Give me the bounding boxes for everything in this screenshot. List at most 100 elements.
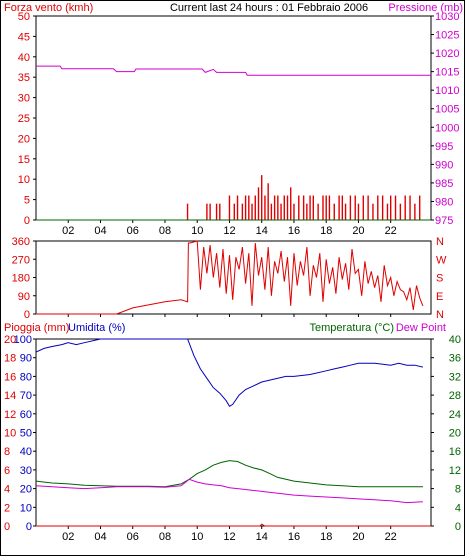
series-umidita- [35,338,424,407]
wind-xtick-label: 04 [94,225,106,237]
pressure-ytick-label: 975 [435,215,453,227]
humidity-ytick-label: 80 [20,371,32,383]
pressure-ytick-label: 995 [435,141,453,153]
wind-ytick-label: 15 [18,154,30,166]
wind-direction-frame [35,240,432,315]
series-dew-point [35,478,423,504]
pressure-ytick-label: 1005 [435,104,459,116]
direction-compass-label: S [436,273,443,285]
temperature-ytick-label: 24 [449,409,461,421]
temperature-ytick-label: 36 [449,353,461,365]
wind-xtick-label: 02 [62,225,74,237]
series-pioggia-mm- [36,523,431,527]
direction-ytick-label: 180 [12,273,30,285]
direction-ytick-label: 360 [12,236,30,248]
humidity-ytick-label: 0 [26,521,32,533]
rain-xtick-label: 12 [223,531,235,543]
wind-xtick-label: 22 [385,225,397,237]
wind-ytick-label: 20 [18,133,30,145]
direction-compass-label: W [436,254,447,266]
pressure-ytick-label: 1015 [435,67,459,79]
direction-ytick-label: 0 [24,309,30,321]
rain-xtick-label: 10 [191,531,203,543]
direction-compass-label: N [436,309,444,321]
rain-ytick-label: 18 [4,353,16,365]
series-pressione-mb- [36,65,431,76]
humidity-ytick-label: 40 [20,446,32,458]
pressure-ytick-label: 1010 [435,85,459,97]
humidity-ytick-label: 60 [20,409,32,421]
humidity-ytick-label: 10 [20,502,32,514]
temperature-ytick-label: 8 [455,484,461,496]
dewpoint-title: Dew Point [396,322,446,334]
wind-xtick-label: 16 [288,225,300,237]
humidity-ytick-label: 30 [20,465,32,477]
series-temperatura-c- [35,460,423,488]
rain-xtick-label: 18 [320,531,332,543]
rain-xtick-label: 06 [127,531,139,543]
wind-ytick-label: 45 [18,31,30,43]
humidity-ytick-label: 20 [20,484,32,496]
wind-ytick-label: 50 [18,11,30,23]
rain-xtick-label: 04 [94,531,106,543]
wind-xtick-label: 12 [223,225,235,237]
humidity-ytick-label: 100 [14,334,32,346]
direction-ytick-label: 90 [18,291,30,303]
direction-compass-label: E [436,291,443,303]
rain-humidity-temp-frame [35,338,432,527]
wind-bars [186,175,421,220]
rain-ytick-label: 16 [4,371,16,383]
humidity-ytick-label: 90 [20,353,32,365]
rain-xtick-label: 14 [256,531,268,543]
temperature-ytick-label: 12 [449,465,461,477]
direction-compass-label: N [436,236,444,248]
wind-ytick-label: 0 [24,215,30,227]
temperature-ytick-label: 4 [455,502,461,514]
wind-xtick-label: 18 [320,225,332,237]
series-wind-direction [36,240,424,315]
pressure-title: Pressione (mb) [388,2,463,14]
temperature-ytick-label: 20 [449,428,461,440]
temperature-ytick-label: 16 [449,446,461,458]
wind-ytick-label: 25 [18,113,30,125]
pressure-ytick-label: 1000 [435,122,459,134]
rain-title: Pioggia (mm) [4,322,69,334]
wind-ytick-label: 40 [18,52,30,64]
rain-xtick-label: 20 [352,531,364,543]
wind-xtick-label: 20 [352,225,364,237]
rain-ytick-label: 6 [4,465,10,477]
rain-ytick-label: 10 [4,428,16,440]
humidity-ytick-label: 50 [20,428,32,440]
wind-ytick-label: 30 [18,93,30,105]
rain-ytick-label: 14 [4,390,16,402]
rain-ytick-label: 8 [4,446,10,458]
temperature-ytick-label: 0 [455,521,461,533]
wind-xtick-label: 08 [159,225,171,237]
rain-xtick-label: 16 [288,531,300,543]
wind-xtick-label: 10 [191,225,203,237]
chart-date-title: Current last 24 hours : 01 Febbraio 2006 [170,2,368,14]
pressure-ytick-label: 1025 [435,30,459,42]
rain-xtick-label: 22 [385,531,397,543]
wind-xtick-label: 14 [256,225,268,237]
wind-ytick-label: 35 [18,72,30,84]
pressure-ytick-label: 1030 [435,11,459,23]
rain-ytick-label: 0 [4,521,10,533]
direction-ytick-label: 270 [12,254,30,266]
wind-title: Forza vento (kmh) [4,2,93,14]
pressure-ytick-label: 990 [435,159,453,171]
rain-ytick-label: 12 [4,409,16,421]
pressure-ytick-label: 980 [435,196,453,208]
wind-ytick-label: 5 [24,195,30,207]
temperature-ytick-label: 32 [449,371,461,383]
temperature-ytick-label: 40 [449,334,461,346]
wind-xtick-label: 06 [127,225,139,237]
rain-xtick-label: 08 [159,531,171,543]
pressure-ytick-label: 985 [435,178,453,190]
temperature-title: Temperatura (°C) [310,322,394,334]
wind-pressure-frame [35,15,432,221]
pressure-ytick-label: 1020 [435,48,459,60]
rain-ytick-label: 20 [4,334,16,346]
